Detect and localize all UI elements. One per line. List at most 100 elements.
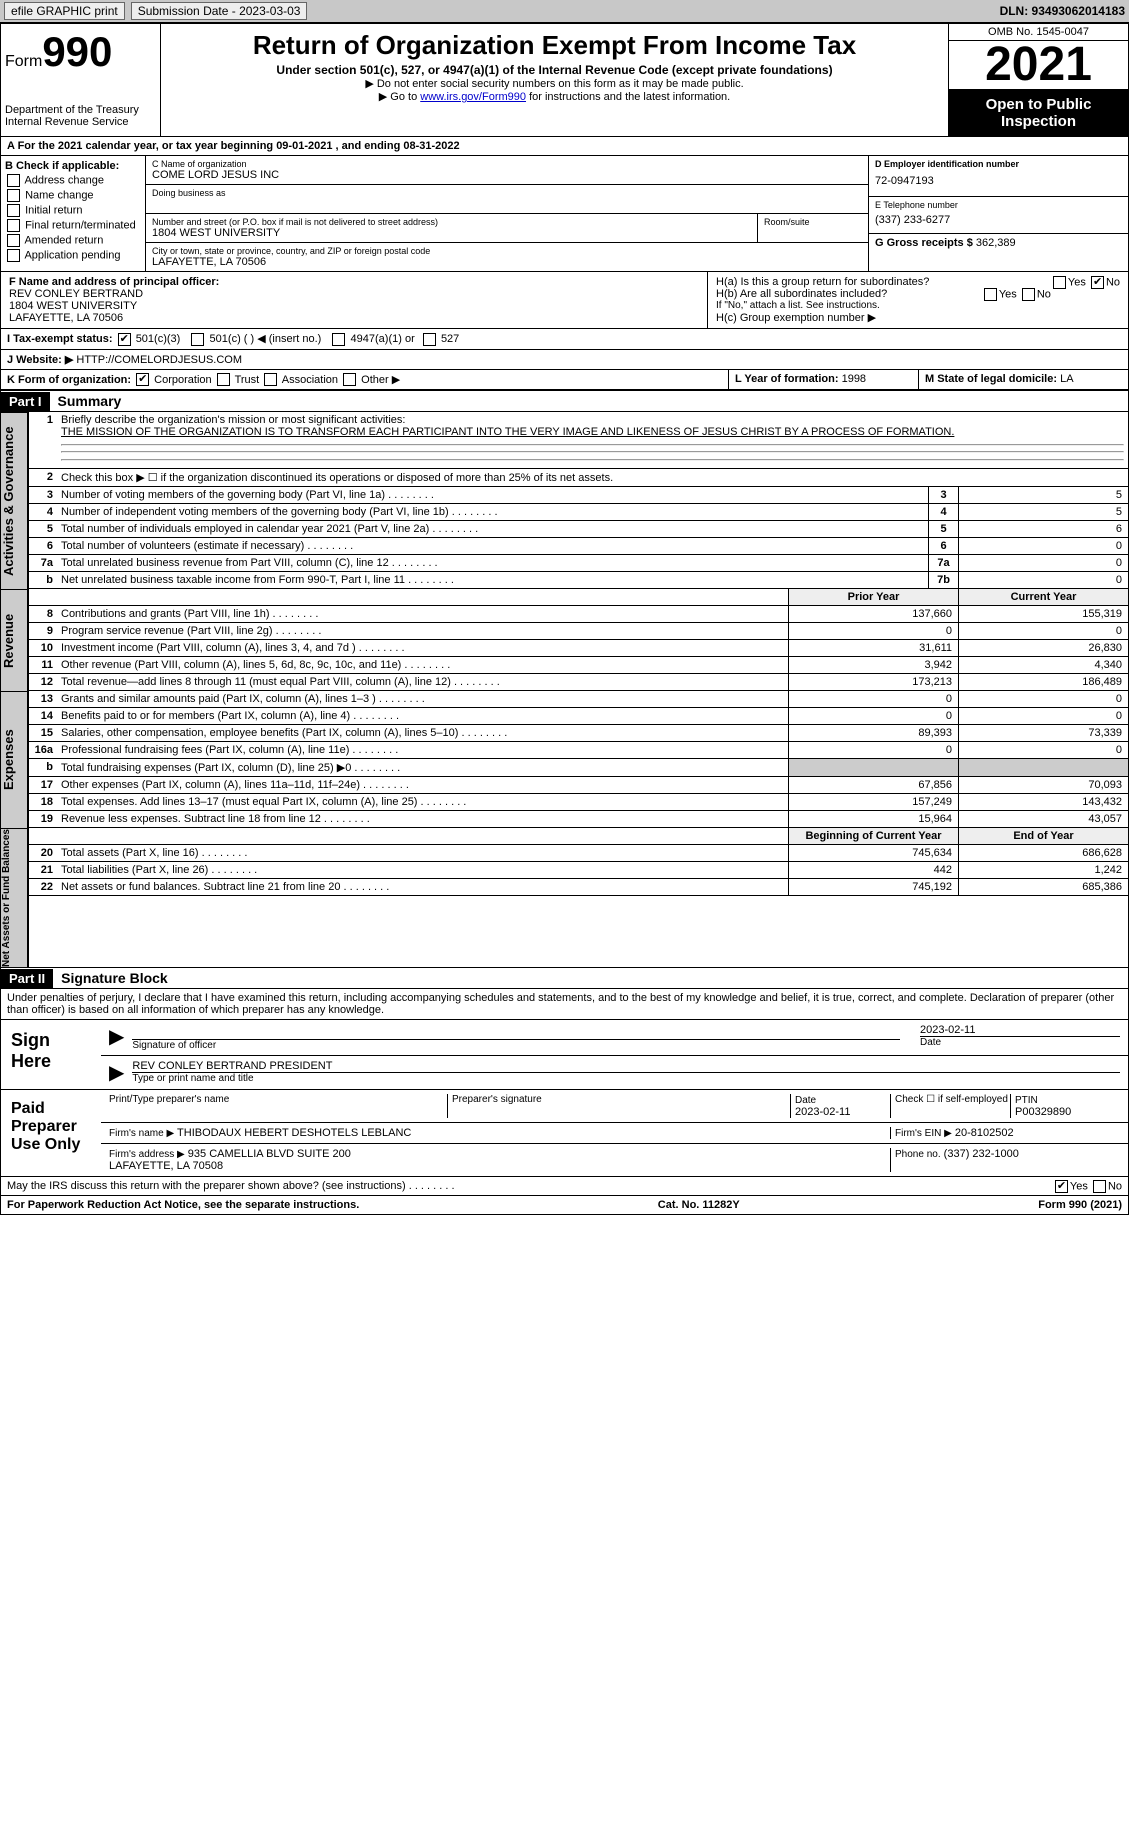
- phone-value: (337) 233-6277: [875, 210, 1122, 230]
- ha-no-checkbox[interactable]: [1091, 276, 1104, 289]
- tab-net-assets: Net Assets or Fund Balances: [0, 828, 28, 967]
- gross-receipts-value: 362,389: [976, 237, 1016, 249]
- city-label: City or town, state or province, country…: [152, 246, 862, 256]
- firm-ein: 20-8102502: [955, 1127, 1014, 1139]
- irs-link[interactable]: www.irs.gov/Form990: [420, 91, 526, 103]
- table-row: 3 Number of voting members of the govern…: [29, 487, 1128, 504]
- footer-pra: For Paperwork Reduction Act Notice, see …: [7, 1199, 359, 1211]
- mission-text: THE MISSION OF THE ORGANIZATION IS TO TR…: [61, 426, 954, 438]
- officer-name: REV CONLEY BERTRAND: [9, 288, 699, 300]
- chk-initial-return[interactable]: Initial return: [5, 204, 141, 217]
- irs-discuss-text: May the IRS discuss this return with the…: [7, 1180, 406, 1192]
- note-ssn: ▶ Do not enter social security numbers o…: [167, 77, 942, 90]
- form-label: Form: [5, 53, 42, 70]
- col-b-checkboxes: B Check if applicable: Address change Na…: [1, 156, 146, 271]
- sign-here-label: Sign Here: [1, 1020, 101, 1089]
- col-end-year: End of Year: [958, 828, 1128, 844]
- paid-preparer-block: Paid Preparer Use Only Print/Type prepar…: [0, 1090, 1129, 1177]
- chk-amended[interactable]: Amended return: [5, 234, 141, 247]
- date-label: Date: [920, 1037, 1120, 1048]
- arrow-icon: ▶: [109, 1060, 124, 1085]
- officer-printed-name: REV CONLEY BERTRAND PRESIDENT: [132, 1060, 1120, 1073]
- h-a-row: H(a) Is this a group return for subordin…: [716, 276, 1120, 288]
- table-row: 22 Net assets or fund balances. Subtract…: [29, 879, 1128, 896]
- note2-post: for instructions and the latest informat…: [526, 91, 730, 103]
- firm-phone: (337) 232-1000: [944, 1148, 1019, 1160]
- chk-address-change[interactable]: Address change: [5, 174, 141, 187]
- b-title: B Check if applicable:: [5, 160, 141, 172]
- col-prior-year: Prior Year: [788, 589, 958, 605]
- q1-label: Briefly describe the organization's miss…: [61, 414, 405, 426]
- officer-addr1: 1804 WEST UNIVERSITY: [9, 300, 699, 312]
- chk-name-change[interactable]: Name change: [5, 189, 141, 202]
- org-name: COME LORD JESUS INC: [152, 169, 862, 181]
- j-label: J Website: ▶: [7, 354, 73, 366]
- table-row: 6 Total number of volunteers (estimate i…: [29, 538, 1128, 555]
- addr-label: Number and street (or P.O. box if mail i…: [152, 217, 751, 227]
- note-website: ▶ Go to www.irs.gov/Form990 for instruct…: [167, 90, 942, 103]
- table-row: 8 Contributions and grants (Part VIII, l…: [29, 606, 1128, 623]
- arrow-icon: ▶: [109, 1024, 124, 1051]
- chk-final-return[interactable]: Final return/terminated: [5, 219, 141, 232]
- type-name-label: Type or print name and title: [132, 1073, 1120, 1084]
- part1-header: Part I Summary: [0, 390, 1129, 412]
- officer-addr2: LAFAYETTE, LA 70506: [9, 312, 699, 324]
- table-row: 16a Professional fundraising fees (Part …: [29, 742, 1128, 759]
- i-label: I Tax-exempt status:: [7, 333, 113, 345]
- irs-discuss-yes[interactable]: [1055, 1180, 1068, 1193]
- dept-label: Department of the Treasury Internal Reve…: [5, 104, 156, 128]
- chk-corporation[interactable]: [136, 373, 149, 386]
- website-row: J Website: ▶ HTTP://COMELORDJESUS.COM: [0, 350, 1129, 370]
- part1-badge: Part I: [1, 392, 50, 411]
- prep-name-label: Print/Type preparer's name: [109, 1094, 447, 1105]
- tax-exempt-status-row: I Tax-exempt status: 501(c)(3) 501(c) ( …: [0, 329, 1129, 350]
- dba-label: Doing business as: [152, 188, 862, 198]
- table-row: 9 Program service revenue (Part VIII, li…: [29, 623, 1128, 640]
- hb-label: H(b) Are all subordinates included?: [716, 288, 887, 300]
- col-beginning-year: Beginning of Current Year: [788, 828, 958, 844]
- form-number: 990: [42, 28, 112, 75]
- sign-here-block: Sign Here ▶ Signature of officer 2023-02…: [0, 1020, 1129, 1090]
- form-title: Return of Organization Exempt From Incom…: [167, 30, 942, 61]
- h-b-row: H(b) Are all subordinates included? Yes …: [716, 288, 1120, 300]
- note2-pre: ▶ Go to: [379, 91, 420, 103]
- ha-label: H(a) Is this a group return for subordin…: [716, 276, 929, 288]
- part2-badge: Part II: [1, 969, 53, 988]
- col-current-year: Current Year: [958, 589, 1128, 605]
- chk-501c3[interactable]: [118, 333, 131, 346]
- chk-app-pending[interactable]: Application pending: [5, 249, 141, 262]
- hb-note: If "No," attach a list. See instructions…: [716, 300, 1120, 311]
- perjury-declaration: Under penalties of perjury, I declare th…: [0, 989, 1129, 1020]
- table-row: 4 Number of independent voting members o…: [29, 504, 1128, 521]
- dln-label: DLN: 93493062014183: [1000, 4, 1125, 18]
- q2-text: Check this box ▶ ☐ if the organization d…: [57, 469, 1128, 486]
- form-number-block: Form990: [5, 28, 156, 76]
- state-domicile: M State of legal domicile: LA: [918, 370, 1128, 390]
- ein-value: 72-0947193: [875, 169, 1122, 193]
- table-row: b Net unrelated business taxable income …: [29, 572, 1128, 589]
- c-name-label: C Name of organization: [152, 159, 862, 169]
- ptin-value: P00329890: [1015, 1106, 1071, 1118]
- table-row: 19 Revenue less expenses. Subtract line …: [29, 811, 1128, 828]
- efile-print-button[interactable]: efile GRAPHIC print: [4, 2, 125, 20]
- table-row: 11 Other revenue (Part VIII, column (A),…: [29, 657, 1128, 674]
- prep-date-value: 2023-02-11: [795, 1106, 850, 1118]
- tax-year: 2021: [949, 41, 1128, 90]
- part2-header: Part II Signature Block: [0, 967, 1129, 989]
- form-subtitle: Under section 501(c), 527, or 4947(a)(1)…: [167, 63, 942, 77]
- f-label: F Name and address of principal officer:: [9, 276, 699, 288]
- footer-form: Form 990 (2021): [1038, 1199, 1122, 1211]
- room-label: Room/suite: [764, 217, 862, 227]
- footer-cat: Cat. No. 11282Y: [658, 1199, 740, 1211]
- form-of-org-row: K Form of organization: Corporation Trus…: [1, 370, 728, 390]
- table-row: 12 Total revenue—add lines 8 through 11 …: [29, 674, 1128, 691]
- table-row: 10 Investment income (Part VIII, column …: [29, 640, 1128, 657]
- sig-officer-label: Signature of officer: [132, 1040, 900, 1051]
- table-row: b Total fundraising expenses (Part IX, c…: [29, 759, 1128, 777]
- prep-sig-label: Preparer's signature: [452, 1094, 790, 1105]
- ein-label: D Employer identification number: [875, 159, 1122, 169]
- year-formation: L Year of formation: 1998: [728, 370, 918, 390]
- submission-date-button[interactable]: Submission Date - 2023-03-03: [131, 2, 308, 20]
- page-footer: For Paperwork Reduction Act Notice, see …: [0, 1196, 1129, 1215]
- form-header: Form990 Department of the Treasury Inter…: [0, 23, 1129, 137]
